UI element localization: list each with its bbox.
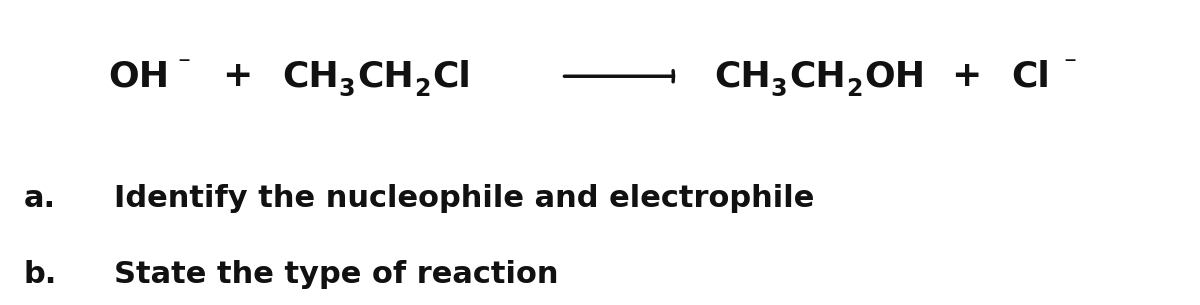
Text: +: + (952, 59, 982, 93)
Text: CH: CH (282, 59, 338, 93)
Text: CH: CH (358, 59, 414, 93)
Text: CH: CH (714, 59, 770, 93)
Text: Cl: Cl (1012, 59, 1050, 93)
Text: b.: b. (24, 260, 58, 289)
Text: OH: OH (864, 59, 925, 93)
Text: State the type of reaction: State the type of reaction (114, 260, 558, 289)
Text: a.: a. (24, 184, 56, 213)
Text: Cl: Cl (432, 59, 470, 93)
Text: ⁻: ⁻ (178, 54, 191, 77)
Text: 2: 2 (846, 77, 863, 101)
Text: +: + (222, 59, 252, 93)
Text: 3: 3 (770, 77, 787, 101)
Text: 3: 3 (338, 77, 355, 101)
Text: OH: OH (108, 59, 169, 93)
Text: CH: CH (790, 59, 846, 93)
Text: ⁻: ⁻ (1063, 54, 1076, 77)
Text: 2: 2 (414, 77, 431, 101)
Text: Identify the nucleophile and electrophile: Identify the nucleophile and electrophil… (114, 184, 815, 213)
